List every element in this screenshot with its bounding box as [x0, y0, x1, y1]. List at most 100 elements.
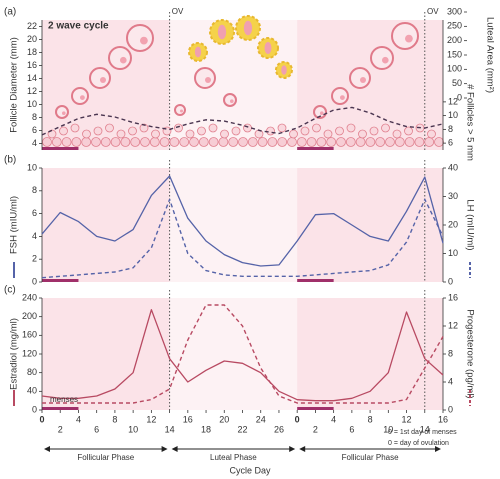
follicle: [335, 126, 344, 136]
y2-axis-label: Progesterone (pg/ml): [464, 309, 475, 398]
y3-tick-label: 150: [447, 49, 462, 59]
follicle: [218, 137, 229, 147]
follicle: [59, 126, 68, 136]
phase-label: Follicular Phase: [342, 453, 399, 462]
menses-bar: [42, 147, 79, 150]
y3-tick-label: 200: [447, 35, 462, 45]
y-tick-label: 10: [27, 99, 37, 109]
follicle: [326, 137, 337, 147]
corpus-luteum-core: [217, 24, 227, 40]
follicle: [254, 129, 264, 139]
y3-tick-label: 100: [447, 64, 462, 74]
x-tick-label: 26: [274, 424, 284, 434]
follicle: [247, 137, 258, 147]
y-tick-label: 160: [22, 330, 37, 340]
follicle: [434, 137, 444, 147]
series-line: [41, 175, 444, 267]
arrow-head: [44, 446, 50, 452]
follicle: [296, 137, 307, 147]
follicle-ring: [313, 105, 327, 119]
phase-label: Follicular Phase: [77, 453, 134, 462]
y-tick-label: 6: [32, 125, 37, 135]
follicle: [174, 123, 183, 133]
follicle: [346, 123, 356, 133]
oocyte: [205, 77, 211, 83]
y-tick-label: 20: [27, 34, 37, 44]
follicle-ring: [174, 104, 186, 116]
y3-tick-label: 50: [452, 78, 462, 88]
y2-tick-label: 8: [448, 124, 453, 134]
follicle-ring: [223, 93, 237, 107]
luteal-bg: [169, 298, 298, 410]
follicle: [105, 123, 114, 133]
follicle-ring: [370, 46, 394, 70]
follicle: [277, 137, 288, 147]
follicle-ring: [331, 87, 349, 105]
x-axis-label: Cycle Day: [229, 465, 271, 475]
follicle: [91, 137, 101, 147]
follicle-ring: [89, 67, 111, 89]
follicle: [159, 137, 170, 147]
oocyte: [62, 111, 66, 115]
oocyte: [100, 77, 106, 83]
menses-bar: [297, 407, 334, 410]
x-tick-label: 24: [256, 414, 266, 424]
y-tick-label: 10: [27, 162, 37, 172]
y-tick-label: 2: [32, 254, 37, 264]
follicle: [375, 137, 386, 147]
y-tick-label: 0: [32, 276, 37, 286]
arrow-head: [171, 446, 178, 452]
y2-tick-label: 16: [448, 292, 458, 302]
y-tick-label: 6: [32, 208, 37, 218]
follicle: [189, 137, 199, 147]
x-tick-label: 20: [219, 414, 229, 424]
x-tick-label: 6: [94, 424, 99, 434]
follicle: [287, 137, 297, 147]
oocyte: [230, 99, 234, 103]
x-tick-label: 14: [420, 424, 430, 434]
follicle: [392, 129, 402, 139]
follicle-ring: [108, 46, 132, 70]
y-tick-label: 8: [32, 185, 37, 195]
note: 0 = day of ovulation: [388, 440, 449, 447]
x-tick-label: 14: [165, 424, 175, 434]
corpus-luteum-core: [264, 42, 272, 54]
follicle: [427, 129, 436, 139]
follicle: [70, 123, 80, 133]
follicle: [385, 137, 395, 147]
x-tick-label: 10: [128, 424, 138, 434]
follicle: [140, 137, 150, 147]
x-tick-label: 2: [58, 424, 63, 434]
y-tick-label: 200: [22, 311, 37, 321]
x-tick-label: 2: [313, 424, 318, 434]
follicle: [266, 126, 275, 136]
x-tick-label: 6: [349, 424, 354, 434]
menses-label: menses: [50, 395, 78, 404]
arrow-head: [299, 446, 306, 452]
follicle: [267, 137, 278, 147]
y2-tick-label: 30: [448, 191, 458, 201]
x-tick-label: 16: [183, 414, 193, 424]
y-axis-label: Follicle Diameter (mm): [9, 37, 20, 133]
follicle-ring: [349, 67, 371, 89]
follicle: [139, 123, 149, 133]
follicle: [149, 137, 160, 147]
arrow-head: [161, 446, 168, 452]
follicle: [316, 137, 327, 147]
oocyte: [340, 95, 345, 100]
y-tick-label: 4: [32, 231, 37, 241]
menses-bar: [297, 279, 334, 282]
arrow-head: [289, 446, 296, 452]
x-tick-label: 4: [76, 414, 81, 424]
series-line: [42, 304, 444, 404]
panel-label: (b): [4, 155, 16, 166]
oocyte: [80, 95, 85, 100]
y2-tick-label: 6: [448, 138, 453, 148]
follicle: [277, 123, 287, 133]
follicle: [93, 126, 103, 136]
phase-label: Luteal Phase: [210, 453, 257, 462]
y3-tick-label: 0: [457, 92, 462, 102]
arrow-head: [435, 446, 441, 452]
oocyte: [120, 56, 127, 64]
